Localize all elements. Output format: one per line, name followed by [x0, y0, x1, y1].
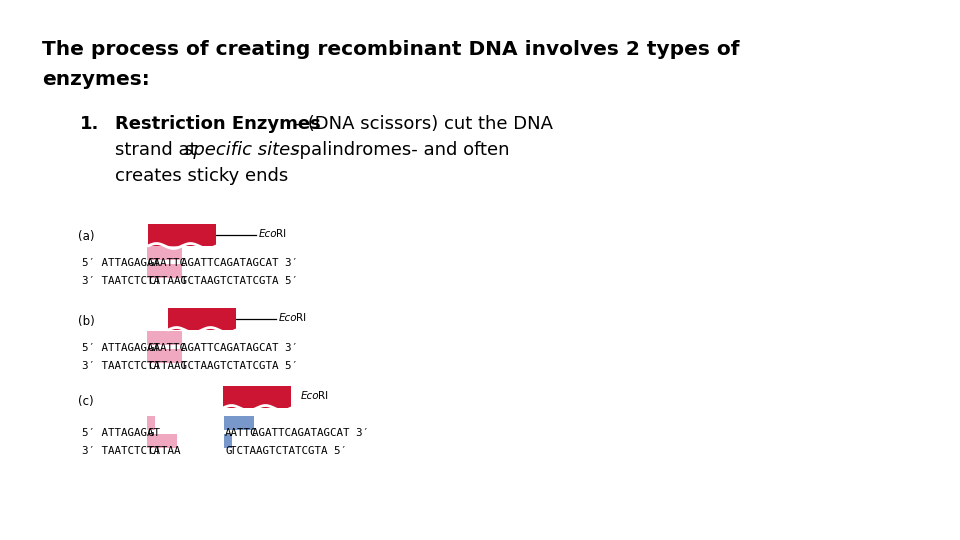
Bar — [147, 246, 182, 260]
Bar — [224, 434, 231, 448]
Text: 5′ ATTAGAGAT: 5′ ATTAGAGAT — [82, 258, 160, 268]
Bar — [147, 434, 177, 448]
Text: Eco: Eco — [259, 229, 277, 239]
Bar — [148, 224, 216, 246]
Bar — [223, 386, 291, 408]
Text: CTTAAG: CTTAAG — [148, 276, 187, 286]
Bar — [147, 349, 182, 363]
Text: (b): (b) — [78, 315, 95, 328]
Text: 1.: 1. — [80, 115, 100, 133]
Text: – (DNA scissors) cut the DNA: – (DNA scissors) cut the DNA — [293, 115, 553, 133]
Text: 5′ ATTAGAGAT: 5′ ATTAGAGAT — [82, 428, 160, 438]
Text: TCTAAGTCTATCGTA 5′: TCTAAGTCTATCGTA 5′ — [230, 446, 348, 456]
Text: TCTAAGTCTATCGTA 5′: TCTAAGTCTATCGTA 5′ — [181, 361, 298, 371]
Bar — [147, 264, 182, 278]
Text: AGATTCAGATAGCAT 3′: AGATTCAGATAGCAT 3′ — [181, 343, 298, 353]
Bar — [224, 416, 253, 430]
Text: 3′ TAATCTCTA: 3′ TAATCTCTA — [82, 361, 160, 371]
Text: RI: RI — [296, 313, 306, 323]
Text: enzymes:: enzymes: — [42, 70, 150, 89]
Text: strand at: strand at — [115, 141, 203, 159]
Text: 3′ TAATCTCTA: 3′ TAATCTCTA — [82, 276, 160, 286]
Text: 3′ TAATCTCTA: 3′ TAATCTCTA — [82, 446, 160, 456]
Text: specific sites: specific sites — [184, 141, 300, 159]
Text: AGATTCAGATAGCAT 3′: AGATTCAGATAGCAT 3′ — [252, 428, 370, 438]
Text: (c): (c) — [78, 395, 94, 408]
Text: CTTAAG: CTTAAG — [148, 361, 187, 371]
Text: TCTAAGTCTATCGTA 5′: TCTAAGTCTATCGTA 5′ — [181, 276, 298, 286]
Text: AGATTCAGATAGCAT 3′: AGATTCAGATAGCAT 3′ — [181, 258, 298, 268]
Text: Restriction Enzymes: Restriction Enzymes — [115, 115, 321, 133]
Text: CTTAA: CTTAA — [148, 446, 180, 456]
Text: -palindromes- and often: -palindromes- and often — [293, 141, 510, 159]
Text: AATTC: AATTC — [225, 428, 257, 438]
Text: G: G — [148, 428, 155, 438]
Text: creates sticky ends: creates sticky ends — [115, 167, 288, 185]
Bar — [147, 331, 182, 345]
Text: Eco: Eco — [279, 313, 298, 323]
Text: 5′ ATTAGAGAT: 5′ ATTAGAGAT — [82, 343, 160, 353]
Text: G: G — [225, 446, 231, 456]
Text: Eco: Eco — [301, 391, 320, 401]
Text: (a): (a) — [78, 230, 94, 243]
Bar — [147, 416, 155, 430]
Text: RI: RI — [318, 391, 328, 401]
Text: GAATTC: GAATTC — [148, 258, 187, 268]
Text: RI: RI — [276, 229, 286, 239]
Text: GAATTC: GAATTC — [148, 343, 187, 353]
Text: The process of creating recombinant DNA involves 2 types of: The process of creating recombinant DNA … — [42, 40, 739, 59]
Bar — [168, 308, 236, 330]
